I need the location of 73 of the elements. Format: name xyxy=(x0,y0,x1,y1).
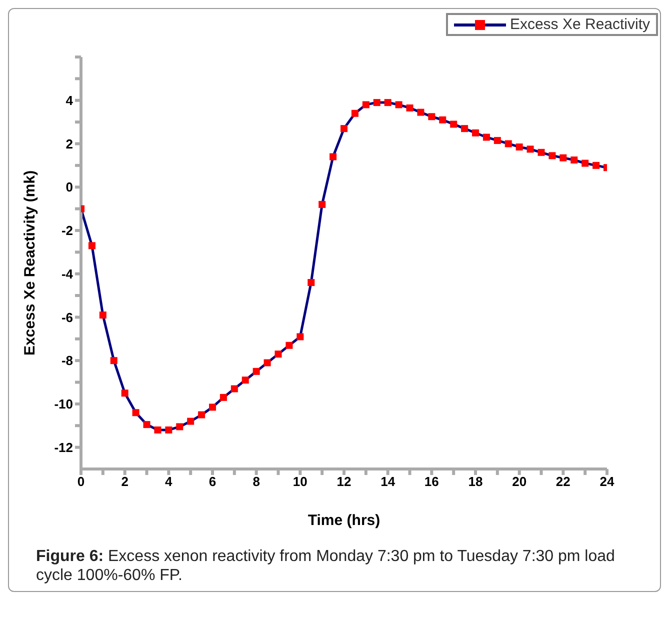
point xyxy=(176,423,184,430)
point xyxy=(209,404,216,411)
x-tick-label: 6 xyxy=(208,474,216,490)
point xyxy=(461,125,468,132)
x-tick-label: 16 xyxy=(424,474,439,490)
point xyxy=(340,125,348,132)
point xyxy=(351,110,358,117)
x-tick-label: 18 xyxy=(468,474,483,490)
point xyxy=(428,113,436,120)
point xyxy=(570,156,578,164)
point xyxy=(198,411,206,418)
point xyxy=(308,279,315,286)
y-tick-label: -4 xyxy=(61,266,74,282)
y-tick-label: 2 xyxy=(66,136,73,152)
x-tick-label: 14 xyxy=(380,474,396,490)
y-tick-label: -10 xyxy=(54,396,73,412)
point xyxy=(252,368,260,375)
x-tick-label: 20 xyxy=(512,474,527,490)
point xyxy=(187,418,194,425)
point xyxy=(548,152,556,160)
point xyxy=(592,162,600,169)
point xyxy=(220,394,227,401)
point xyxy=(472,129,479,136)
x-tick-label: 24 xyxy=(600,474,615,490)
x-tick-label: 12 xyxy=(336,474,352,490)
point xyxy=(560,154,567,162)
point xyxy=(504,140,512,148)
point xyxy=(362,101,370,108)
point xyxy=(406,104,414,112)
y-tick-label: 0 xyxy=(66,180,73,195)
point xyxy=(274,350,282,358)
point xyxy=(296,333,304,340)
point xyxy=(132,409,140,416)
point xyxy=(264,359,271,366)
point xyxy=(516,143,523,150)
point xyxy=(110,357,118,364)
point xyxy=(286,342,293,349)
y-axis-title: Excess Xe Reactivity (mk) xyxy=(21,170,38,356)
point xyxy=(242,376,249,384)
x-tick-label: 2 xyxy=(121,474,128,490)
point xyxy=(121,390,128,397)
point xyxy=(582,160,589,167)
y-tick-label: -6 xyxy=(61,310,73,325)
point xyxy=(450,120,458,128)
point xyxy=(330,153,337,160)
point xyxy=(99,312,106,319)
point xyxy=(417,108,424,116)
point xyxy=(494,136,501,144)
y-tick-label: -8 xyxy=(61,353,73,368)
point xyxy=(318,200,326,208)
legend-label: Excess Xe Reactivity xyxy=(510,16,650,33)
x-tick-label: 10 xyxy=(292,474,308,490)
x-tick-label: 4 xyxy=(165,474,174,490)
x-axis-title: Time (hrs) xyxy=(308,512,380,529)
point xyxy=(165,426,172,434)
x-tick-label: 8 xyxy=(252,474,260,490)
point xyxy=(384,99,392,106)
point xyxy=(538,148,545,156)
point xyxy=(526,146,534,153)
y-tick-label: -2 xyxy=(61,223,73,238)
y-tick-label: -12 xyxy=(54,440,73,455)
y-tick-label: 4 xyxy=(66,92,74,108)
point xyxy=(88,242,96,250)
point xyxy=(482,134,490,141)
point xyxy=(439,116,446,124)
x-tick-label: 0 xyxy=(77,474,85,490)
caption: Figure 6: Excess xenon reactivity from Monday 7:30 pm to Tuesday 7:30 pm load cycle 100%-60% FP. xyxy=(35,547,616,586)
point xyxy=(143,421,150,428)
point xyxy=(373,99,380,106)
point xyxy=(395,101,402,108)
point xyxy=(230,385,238,392)
x-tick-label: 22 xyxy=(556,474,570,490)
point xyxy=(154,426,162,434)
